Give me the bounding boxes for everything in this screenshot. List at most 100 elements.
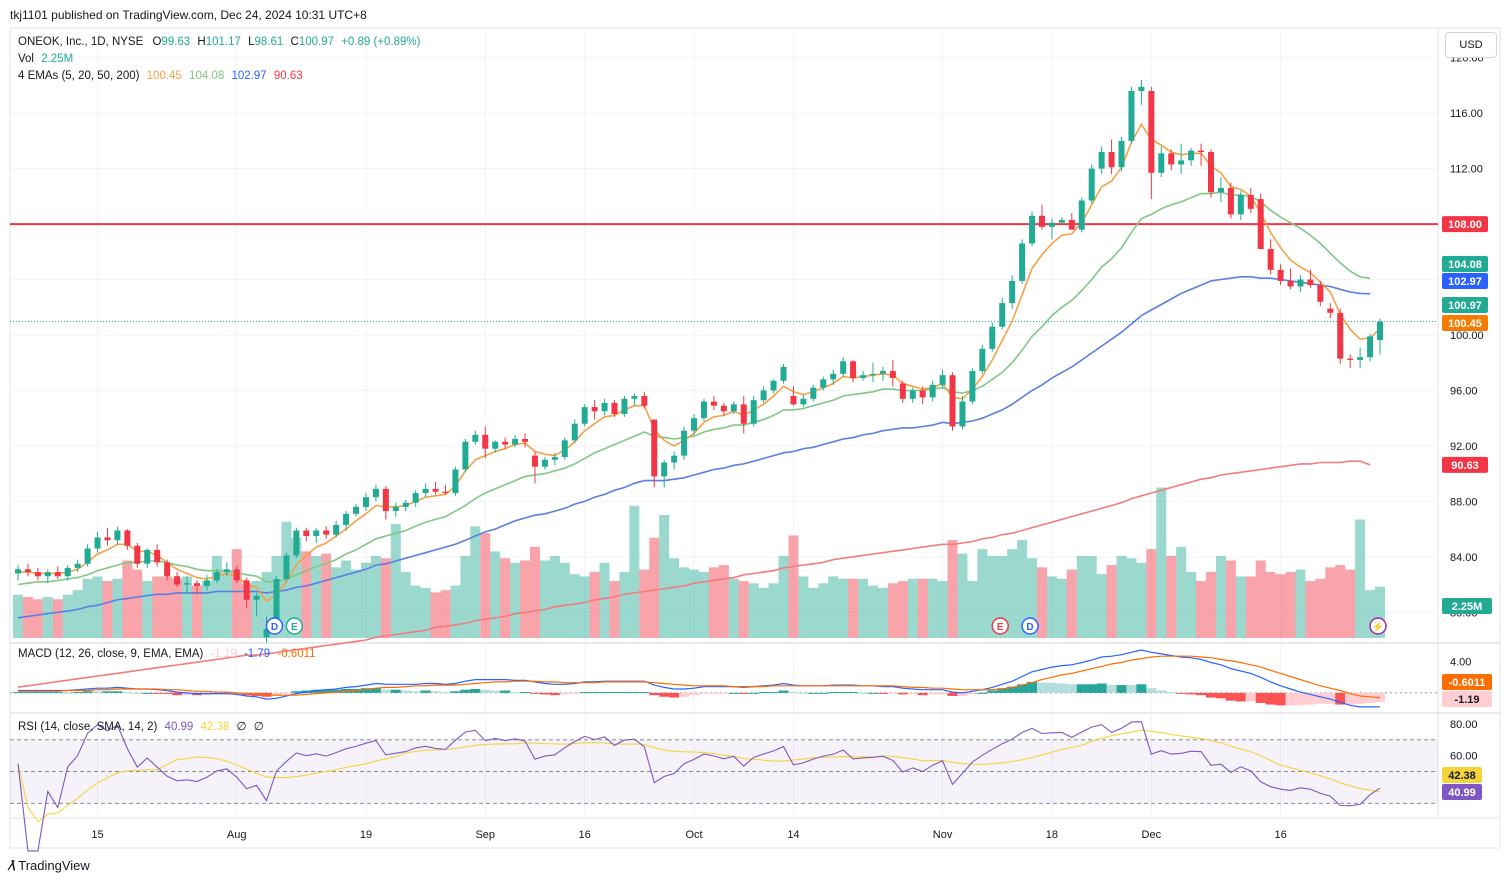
volume-bar — [1186, 571, 1197, 638]
rsi-tag — [1442, 784, 1482, 800]
macd-histogram-bar — [152, 692, 163, 694]
volume-bar — [1355, 519, 1366, 638]
candle-body — [571, 423, 578, 441]
candle-body — [740, 404, 747, 424]
price-tick-label: 92.00 — [1450, 441, 1478, 453]
rsi-ma-value: 42.38 — [200, 721, 230, 733]
low-value: 98.61 — [254, 36, 284, 48]
macd-histogram-bar — [281, 692, 292, 694]
candle-body — [44, 572, 51, 577]
macd-histogram-bar — [778, 690, 789, 693]
volume-bar — [1315, 578, 1326, 638]
rsi-label[interactable]: RSI (14, close, SMA, 14, 2) — [18, 721, 158, 733]
candle-body — [502, 441, 509, 445]
volume-value: 2.25M — [41, 53, 74, 65]
symbol-label[interactable]: ONEOK, Inc., 1D, NYSE — [18, 36, 144, 48]
candle-body — [959, 401, 966, 427]
macd-histogram-bar — [937, 692, 948, 695]
volume-label[interactable]: Vol — [18, 53, 34, 65]
ema200-value: 90.63 — [273, 70, 303, 82]
macd-histogram-bar — [92, 691, 103, 693]
price-tag-label: 100.45 — [1448, 318, 1482, 330]
volume-bar — [1285, 571, 1296, 638]
volume-bar — [1275, 574, 1286, 638]
ema-label[interactable]: 4 EMAs (5, 20, 50, 200) — [18, 70, 140, 82]
candle-body — [1307, 279, 1314, 286]
candle-body — [1068, 219, 1075, 230]
candle-body — [253, 595, 260, 600]
candle-body — [1038, 215, 1045, 227]
macd-histogram-bar — [470, 688, 481, 693]
candle-body — [730, 404, 737, 412]
macd-histogram-bar — [1036, 682, 1047, 693]
candle-body — [691, 418, 698, 431]
macd-tick-label: 4.00 — [1450, 657, 1471, 669]
volume-bar — [321, 553, 332, 638]
macd-histogram-bar — [1116, 685, 1127, 693]
volume-bar — [351, 569, 362, 638]
volume-bar — [360, 562, 371, 638]
volume-bar — [92, 576, 103, 638]
candle-body — [174, 576, 181, 585]
open-value: 99.63 — [161, 36, 191, 48]
candle-body — [879, 371, 886, 374]
volume-bar — [331, 567, 342, 638]
main-legend: ONEOK, Inc., 1D, NYSE O99.63 H101.17 L98… — [18, 36, 428, 48]
macd-histogram-bar — [708, 692, 719, 694]
volume-bar — [659, 514, 670, 638]
macd-histogram-bar — [1295, 692, 1306, 706]
volume-bar — [72, 590, 83, 638]
macd-histogram-bar — [1146, 688, 1157, 693]
volume-bar — [927, 578, 938, 638]
macd-label[interactable]: MACD (12, 26, close, 9, EMA, EMA) — [18, 648, 204, 660]
macd-histogram-bar — [1136, 684, 1147, 693]
volume-bar — [1036, 567, 1047, 638]
candle-body — [134, 545, 141, 564]
volume-bar — [529, 546, 540, 638]
dividend-marker — [1021, 617, 1039, 635]
candle-body — [1019, 243, 1026, 281]
macd-histogram-bar — [132, 692, 143, 694]
volume-bar — [1056, 578, 1067, 638]
time-tick-label: Nov — [933, 829, 953, 841]
candle-body — [114, 530, 121, 541]
macd-histogram-bar — [1076, 684, 1087, 693]
macd-histogram-bar — [1166, 692, 1177, 694]
volume-bar — [182, 576, 193, 638]
candle-body — [382, 488, 389, 512]
candle-body — [1198, 150, 1205, 152]
macd-histogram-bar — [520, 692, 531, 694]
ema-legend: 4 EMAs (5, 20, 50, 200) 100.45 104.08 10… — [18, 70, 307, 82]
volume-bar — [818, 583, 829, 638]
candle-body — [452, 469, 459, 494]
macd-tag-label: -1.19 — [1454, 694, 1479, 706]
price-tick-label: 116.00 — [1450, 108, 1483, 120]
candle-body — [1247, 194, 1254, 209]
candle-body — [1267, 249, 1274, 270]
macd-histogram-bar — [917, 692, 928, 696]
currency-button[interactable]: USD — [1445, 32, 1497, 58]
candle-body — [392, 506, 399, 512]
volume-bar — [510, 562, 521, 638]
macd-histogram-bar — [659, 692, 670, 697]
macd-histogram-bar — [529, 692, 540, 694]
volume-bar — [142, 581, 153, 638]
candle-body — [472, 434, 479, 442]
volume-bar — [1375, 586, 1385, 638]
macd-histogram-bar — [1176, 692, 1187, 694]
candle-body — [989, 326, 996, 349]
tradingview-logo-icon: ⁄\ — [10, 857, 15, 873]
candle-body — [700, 401, 707, 419]
macd-histogram-bar — [997, 688, 1008, 693]
low-label: L — [248, 36, 255, 48]
lightning-icon-glyph: ⚡ — [1372, 620, 1384, 633]
candle-body — [1128, 91, 1135, 141]
candle-body — [909, 390, 916, 399]
candle-body — [681, 430, 688, 456]
volume-bar — [768, 583, 779, 638]
volume-bar — [1325, 567, 1336, 638]
tradingview-brand[interactable]: ⁄\ TradingView — [10, 857, 90, 873]
candle-body — [84, 548, 91, 564]
ema20-line — [17, 191, 1371, 586]
macd-histogram-bar — [1106, 685, 1117, 693]
